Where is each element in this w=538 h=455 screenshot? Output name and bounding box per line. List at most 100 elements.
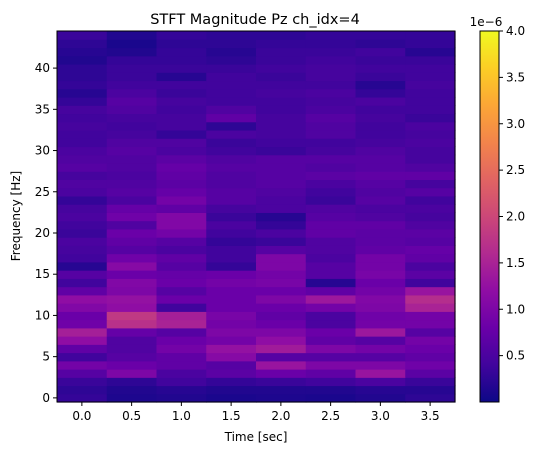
heatmap-cell [206,39,257,49]
colorbar-tick-label: 2.0 [506,210,525,224]
heatmap-cell [206,154,257,164]
heatmap-cell [156,113,207,123]
heatmap-cell [305,96,357,106]
heatmap-cell [206,278,257,288]
heatmap-cell [305,171,357,180]
x-tick-label: 2.5 [321,409,340,423]
heatmap-cell [57,204,108,213]
heatmap-cell [256,72,307,82]
heatmap-cells [57,31,456,403]
heatmap-cell [355,212,406,222]
heatmap-cell [355,171,406,180]
heatmap-cell [305,286,357,296]
heatmap-cell [405,39,456,49]
heatmap-cell [256,294,307,304]
heatmap-cell [355,385,406,395]
heatmap-cell [256,245,307,255]
heatmap-cell [355,327,406,337]
heatmap-cell [405,55,456,65]
x-tick-label: 3.0 [371,409,390,423]
heatmap-cell [106,393,158,403]
heatmap-cell [405,245,456,255]
heatmap-cell [355,154,406,164]
heatmap-cell [206,121,257,131]
heatmap-cell [57,393,108,403]
heatmap-cell [156,377,207,387]
heatmap-cell [256,286,307,296]
heatmap-cell [256,146,307,156]
heatmap-cell [405,88,456,98]
heatmap-cell [106,352,158,362]
y-tick-label: 10 [35,308,50,322]
x-tick-label: 3.5 [421,409,440,423]
heatmap-cell [106,171,158,180]
heatmap-cell [355,393,406,403]
heatmap-cell [355,31,406,40]
heatmap-cell [156,253,207,263]
heatmap-cell [156,327,207,337]
heatmap-cell [57,171,108,180]
heatmap-cell [57,146,108,156]
heatmap-cell [305,146,357,156]
heatmap-cell [355,228,406,238]
heatmap-cell [405,278,456,288]
heatmap-cell [405,179,456,189]
heatmap-cell [206,105,257,115]
heatmap-cell [206,80,257,90]
x-tick-label: 1.0 [172,409,191,423]
y-axis-ticks: 0 5 10 15 20 25 30 35 40 [35,61,57,405]
heatmap-cell [156,179,207,189]
heatmap-cell [156,47,207,57]
heatmap-cell [355,278,406,288]
heatmap-cell [156,294,207,304]
heatmap-cell [57,47,108,57]
heatmap-cell [106,303,158,312]
heatmap-cell [156,162,207,172]
heatmap-cell [106,253,158,263]
y-tick-label: 0 [42,391,50,405]
heatmap-cell [206,162,257,172]
heatmap-cell [206,311,257,321]
heatmap-cell [206,228,257,238]
heatmap-cell [256,369,307,378]
plot-frame [56,30,456,403]
heatmap-cell [57,352,108,362]
heatmap-cell [206,327,257,337]
heatmap-cell [57,96,108,106]
heatmap-cell [305,138,357,148]
heatmap-cell [355,253,406,263]
heatmap-cell [256,55,307,65]
colorbar [479,30,500,403]
heatmap-cell [156,220,207,230]
heatmap-cell [57,294,108,304]
heatmap-cell [156,129,207,139]
heatmap-cell [106,270,158,279]
heatmap-cell [106,55,158,65]
heatmap-cell [156,228,207,238]
heatmap-cell [106,220,158,230]
heatmap-cell [206,294,257,304]
heatmap-cell [156,245,207,255]
heatmap-cell [256,377,307,387]
heatmap-cell [106,195,158,205]
heatmap-cell [206,146,257,156]
heatmap-cell [405,303,456,312]
x-axis-label: Time [sec] [224,430,288,444]
heatmap-cell [206,31,257,40]
heatmap-cell [256,96,307,106]
heatmap-cell [106,96,158,106]
heatmap-cell [57,39,108,49]
heatmap-cell [305,228,357,238]
heatmap-cell [355,162,406,172]
heatmap-cell [256,31,307,40]
heatmap-cell [156,352,207,362]
heatmap-cell [256,105,307,115]
heatmap-cell [106,113,158,123]
heatmap-cell [106,278,158,288]
heatmap-cell [305,270,357,279]
heatmap-cell [256,113,307,123]
heatmap-cell [405,228,456,238]
heatmap-cell [206,129,257,139]
heatmap-cell [355,270,406,279]
x-axis-ticks: 0.0 0.5 1.0 1.5 2.0 2.5 3.0 3.5 [72,402,440,423]
